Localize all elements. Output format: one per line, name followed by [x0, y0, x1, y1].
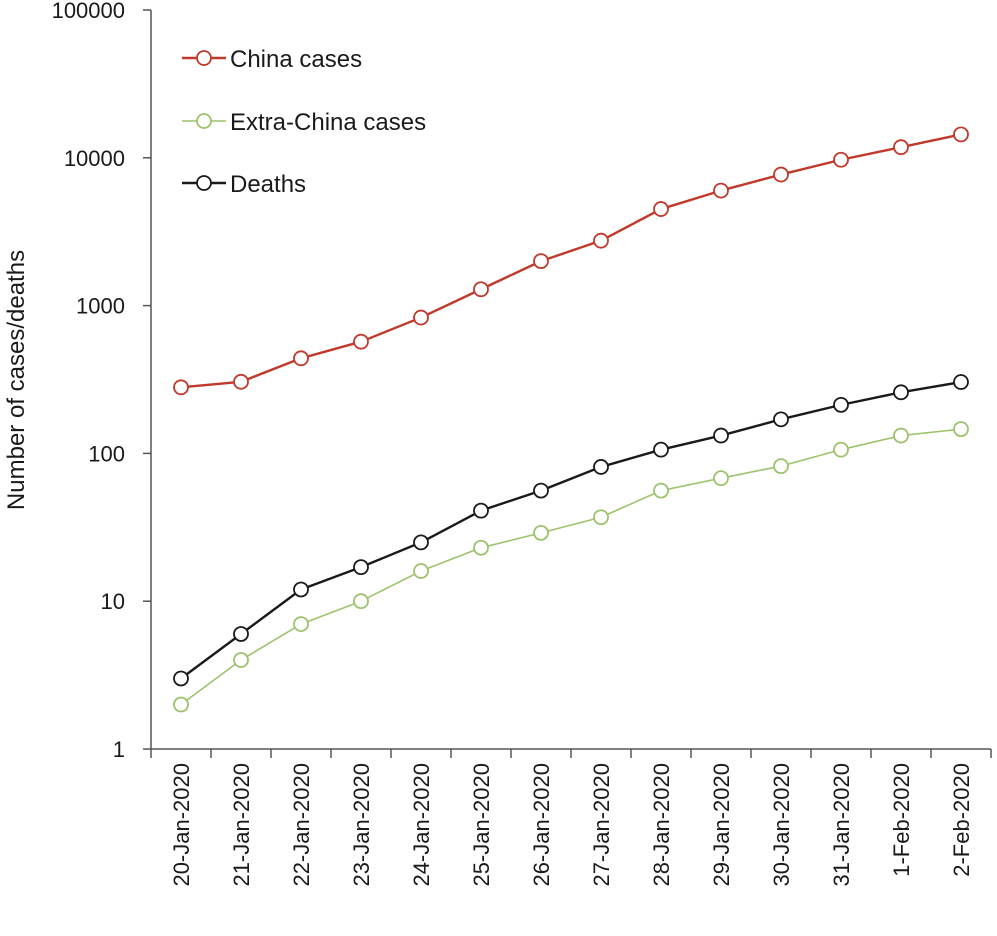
data-point [233, 373, 249, 390]
data-point [533, 482, 549, 499]
data-point [593, 459, 609, 475]
legend-marker [196, 113, 212, 129]
data-point [413, 563, 429, 579]
x-tick-label: 1-Feb-2020 [889, 763, 914, 877]
data-point [893, 427, 909, 444]
data-point [173, 670, 189, 687]
x-tick-label: 28-Jan-2020 [649, 763, 674, 887]
data-point [833, 396, 849, 413]
data-point [653, 482, 669, 499]
data-point [773, 411, 789, 428]
data-point [653, 441, 669, 458]
series-0 [173, 126, 969, 396]
legend-label: China cases [230, 46, 362, 73]
data-point [353, 559, 369, 576]
data-point [713, 427, 729, 444]
data-point [473, 281, 489, 298]
data-point [533, 253, 549, 270]
series-line [180, 380, 962, 680]
data-point [893, 139, 909, 156]
y-tick-label: 10 [101, 589, 125, 614]
data-point [293, 350, 309, 367]
legend-marker [196, 50, 212, 66]
data-point [293, 581, 309, 598]
data-point [773, 458, 789, 475]
data-point [353, 593, 369, 610]
x-tick-label: 25-Jan-2020 [469, 763, 494, 887]
x-tick-label: 20-Jan-2020 [169, 763, 194, 887]
x-tick-label: 22-Jan-2020 [289, 763, 314, 887]
data-point [173, 696, 189, 713]
y-ticks: 1 10 100 1000 10000 100000 [52, 0, 151, 762]
series-1 [173, 421, 969, 713]
x-tick-label: 30-Jan-2020 [769, 763, 794, 887]
series-line [180, 428, 962, 706]
legend-marker [196, 175, 212, 191]
x-tick-label: 26-Jan-2020 [529, 763, 554, 887]
data-point [593, 232, 609, 249]
legend-label: Deaths [230, 171, 306, 198]
data-point [773, 166, 789, 183]
data-point [473, 539, 489, 556]
data-point [593, 509, 609, 526]
y-axis-title: Number of cases/deaths [3, 250, 30, 510]
data-point [233, 626, 249, 642]
data-point [413, 309, 429, 326]
legend-label: Extra-China cases [230, 109, 426, 136]
data-point [953, 374, 969, 390]
data-point [353, 333, 369, 350]
series-2 [173, 374, 969, 687]
data-point [233, 652, 249, 668]
data-point [893, 384, 909, 401]
y-tick-label: 100000 [52, 0, 125, 23]
data-point [413, 534, 429, 551]
data-point [713, 470, 729, 487]
data-point [833, 441, 849, 458]
data-point [653, 201, 669, 217]
data-point [953, 126, 969, 143]
x-ticks: 20-Jan-2020 21-Jan-2020 22-Jan-2020 23-Jan-… [150, 749, 992, 887]
x-tick-label: 21-Jan-2020 [229, 763, 254, 887]
series-group [173, 126, 969, 713]
x-tick-label: 23-Jan-2020 [349, 763, 374, 887]
y-tick-label: 10000 [64, 146, 125, 171]
y-tick-label: 1000 [76, 294, 125, 319]
series-line [180, 133, 962, 389]
y-tick-label: 100 [88, 441, 125, 466]
x-tick-label: 24-Jan-2020 [409, 763, 434, 887]
data-point [953, 421, 969, 438]
data-point [713, 182, 729, 199]
y-tick-label: 1 [113, 737, 125, 762]
x-tick-label: 27-Jan-2020 [589, 763, 614, 887]
legend: China cases Extra-China cases Deaths [182, 46, 426, 198]
x-tick-label: 29-Jan-2020 [709, 763, 734, 887]
data-point [533, 524, 549, 541]
data-point [173, 379, 189, 396]
data-point [293, 616, 309, 632]
data-point [473, 502, 489, 519]
x-tick-label: 2-Feb-2020 [949, 763, 974, 877]
x-tick-label: 31-Jan-2020 [829, 763, 854, 887]
data-point [833, 151, 849, 168]
